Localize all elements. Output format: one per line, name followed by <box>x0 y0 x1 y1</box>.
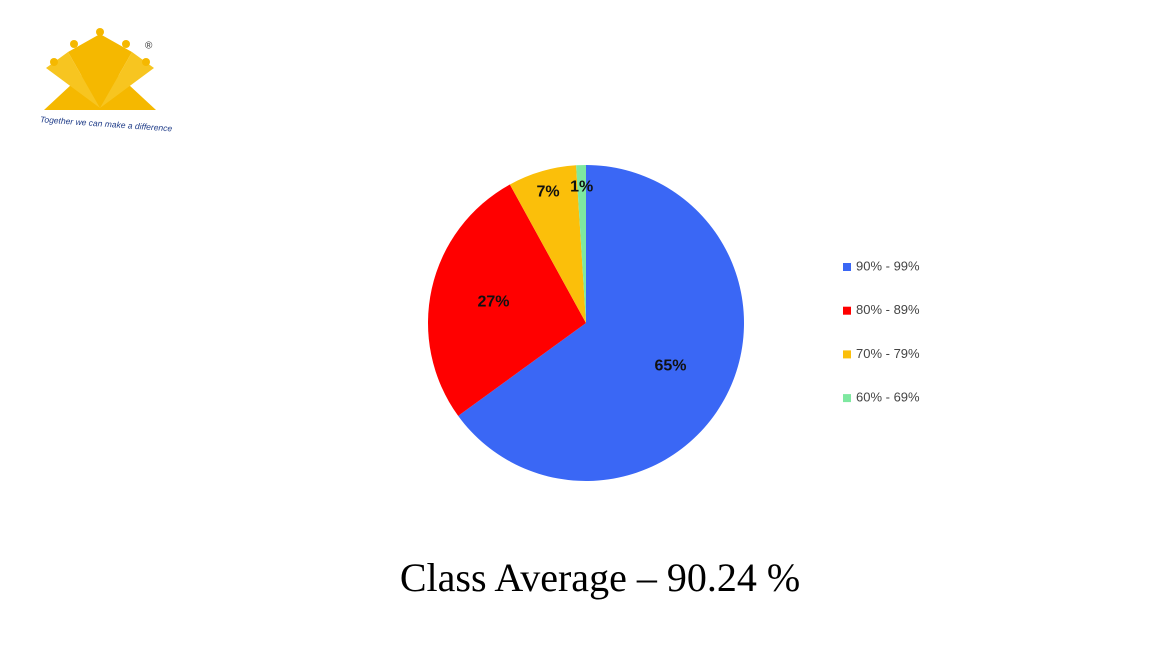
logo-petal <box>46 52 154 108</box>
data-label: 65% <box>654 357 686 374</box>
legend: 90% - 99% 80% - 89% 70% - 79% 60% - 69% <box>843 258 920 405</box>
legend-label: 70% - 79% <box>856 346 920 361</box>
pie-slice <box>509 165 586 323</box>
logo-dot <box>142 58 150 66</box>
logo-dot <box>96 28 104 36</box>
pie-slice <box>458 165 744 482</box>
logo-dot <box>50 58 58 66</box>
legend-label: 60% - 69% <box>856 390 920 405</box>
data-label: 1% <box>570 178 593 195</box>
legend-marker <box>843 263 851 271</box>
pie-slice <box>576 165 586 323</box>
logo-registered: ® <box>145 41 153 52</box>
data-label: 7% <box>537 184 560 201</box>
legend-label: 80% - 89% <box>856 302 920 317</box>
legend-marker <box>843 306 851 315</box>
caption: Class Average – 90.24 % <box>400 555 800 600</box>
legend-marker <box>843 350 851 359</box>
pie-chart: 65% 27% 7% 1% <box>428 165 744 482</box>
logo: ® Together we can make a difference <box>40 28 173 133</box>
logo-petal <box>68 34 132 108</box>
logo-dot <box>70 40 78 48</box>
logo-dot <box>122 40 130 48</box>
pie-slice <box>428 184 586 416</box>
legend-label: 90% - 99% <box>856 258 920 273</box>
legend-marker <box>843 394 851 403</box>
data-label: 27% <box>477 294 509 311</box>
